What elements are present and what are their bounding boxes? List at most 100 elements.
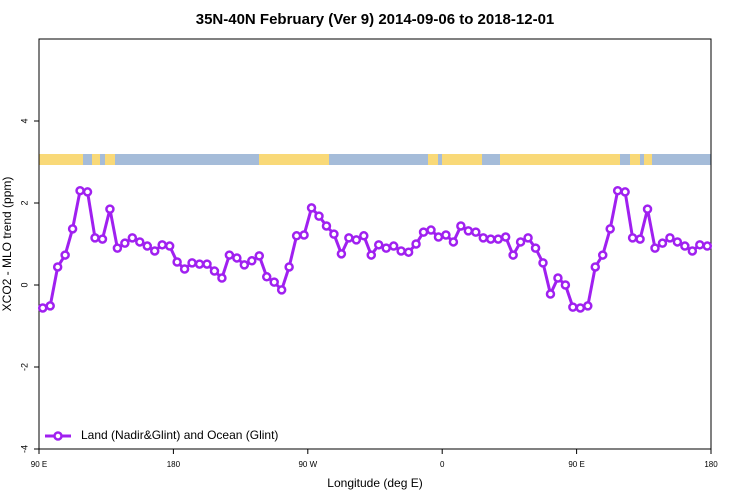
- point: [500, 232, 511, 242]
- point: [568, 302, 578, 312]
- point: [67, 224, 78, 234]
- point: [597, 250, 608, 260]
- point: [695, 240, 705, 250]
- point: [508, 250, 518, 260]
- point: [635, 234, 645, 244]
- point: [612, 185, 623, 196]
- point: [485, 234, 496, 244]
- point: [194, 259, 205, 269]
- point: [329, 229, 339, 239]
- point: [448, 237, 459, 247]
- y-tick-label: 2: [19, 200, 29, 205]
- point: [359, 231, 369, 241]
- point: [620, 187, 630, 197]
- point: [172, 257, 182, 267]
- point: [344, 233, 354, 243]
- point: [261, 272, 272, 282]
- point: [687, 246, 698, 256]
- point: [224, 250, 235, 260]
- point: [291, 231, 302, 241]
- point: [426, 225, 436, 235]
- point: [680, 241, 690, 251]
- point: [306, 203, 317, 213]
- point: [112, 243, 123, 253]
- point: [276, 285, 287, 295]
- x-tick-label: 0: [440, 460, 445, 469]
- point: [605, 224, 615, 234]
- point: [650, 243, 660, 253]
- x-tick-label: 90 E: [31, 460, 47, 469]
- point: [530, 243, 541, 253]
- point: [627, 233, 638, 243]
- point: [97, 234, 108, 244]
- point: [441, 230, 451, 240]
- point: [321, 221, 332, 231]
- point: [373, 240, 384, 250]
- point: [52, 262, 63, 272]
- point: [411, 239, 421, 249]
- point: [75, 185, 85, 196]
- point: [388, 241, 399, 251]
- point: [523, 233, 533, 243]
- point: [82, 187, 93, 197]
- point: [538, 258, 548, 268]
- legend-label: Land (Nadir&Glint) and Ocean (Glint): [81, 428, 278, 442]
- point: [351, 235, 362, 245]
- y-axis-label: XCO2 - MLO trend (ppm): [0, 177, 14, 312]
- point: [366, 250, 377, 260]
- legend-marker: [53, 431, 63, 441]
- point: [672, 237, 683, 247]
- point: [164, 241, 175, 251]
- point: [665, 233, 675, 243]
- point: [657, 238, 668, 248]
- point: [120, 238, 130, 248]
- point: [90, 233, 100, 243]
- point: [456, 221, 466, 231]
- point: [269, 277, 279, 287]
- point: [314, 211, 324, 221]
- point: [127, 233, 138, 243]
- point: [239, 260, 250, 270]
- point: [45, 301, 55, 311]
- point: [284, 262, 294, 272]
- y-tick-label: -4: [19, 445, 29, 453]
- point: [60, 250, 70, 260]
- point: [463, 226, 474, 236]
- point: [702, 241, 713, 251]
- point: [381, 243, 391, 253]
- point: [187, 258, 197, 268]
- point: [336, 249, 347, 259]
- point: [247, 256, 257, 266]
- point: [299, 230, 309, 240]
- point: [149, 246, 160, 256]
- point: [135, 237, 145, 247]
- point: [157, 240, 167, 250]
- point: [232, 253, 242, 263]
- point: [583, 301, 593, 311]
- point: [254, 251, 265, 261]
- x-axis-label: Longitude (deg E): [327, 476, 422, 490]
- point: [515, 237, 526, 247]
- x-tick-label: 180: [704, 460, 718, 469]
- point: [105, 204, 115, 214]
- x-tick-label: 90 W: [298, 460, 317, 469]
- point: [471, 227, 481, 237]
- point: [642, 204, 653, 214]
- point: [418, 227, 429, 237]
- point: [575, 303, 586, 313]
- series-line: [42, 188, 708, 310]
- point: [217, 273, 227, 283]
- land-ocean-strip: [39, 154, 711, 165]
- x-tick-label: 180: [167, 460, 181, 469]
- point: [403, 247, 414, 257]
- chart-title: 35N-40N February (Ver 9) 2014-09-06 to 2…: [196, 11, 555, 28]
- point: [553, 273, 563, 283]
- point: [396, 246, 406, 256]
- point: [560, 280, 571, 290]
- y-tick-label: 4: [19, 118, 29, 123]
- point: [478, 233, 489, 243]
- point: [433, 232, 444, 242]
- point: [37, 303, 48, 313]
- x-tick-label: 90 E: [568, 460, 584, 469]
